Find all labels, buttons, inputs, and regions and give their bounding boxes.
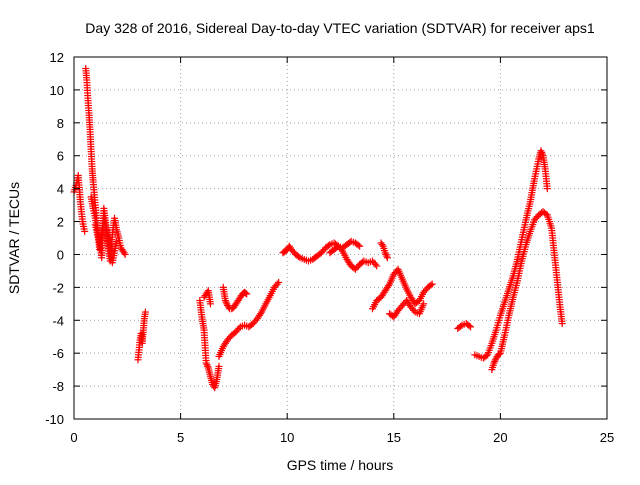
data-point — [324, 242, 332, 250]
x-tick-label: 5 — [177, 430, 184, 445]
data-point — [420, 300, 428, 308]
data-point — [257, 310, 265, 318]
y-tick-label: -2 — [52, 280, 64, 295]
x-axis-ticks: 0 5 10 15 20 25 — [70, 57, 614, 445]
x-axis-label: GPS time / hours — [287, 457, 394, 473]
data-point — [354, 241, 362, 249]
data-point — [427, 281, 435, 289]
data-point — [141, 308, 149, 316]
data-point — [371, 260, 379, 268]
y-tick-label: 6 — [57, 149, 64, 164]
data-point — [120, 249, 128, 257]
data-point — [222, 298, 230, 306]
y-tick-label: -6 — [52, 346, 64, 361]
data-point — [490, 359, 498, 367]
data-point — [381, 249, 389, 257]
data-point — [410, 306, 418, 314]
data-point — [113, 237, 121, 245]
data-point — [537, 147, 545, 155]
data-point — [457, 322, 465, 330]
data-point — [202, 359, 210, 367]
data-point — [491, 357, 499, 365]
data-point — [206, 300, 214, 308]
data-point — [242, 289, 250, 297]
data-point — [467, 323, 475, 331]
y-tick-label: 2 — [57, 215, 64, 230]
y-tick-label: -10 — [45, 412, 64, 427]
chart-title: Day 328 of 2016, Sidereal Day-to-day VTE… — [85, 20, 595, 36]
data-point — [203, 361, 211, 369]
y-tick-label: -4 — [52, 313, 64, 328]
data-point — [383, 254, 391, 262]
data-point — [378, 241, 386, 249]
y-axis-ticks: -10 -8 -6 -4 -2 0 2 4 6 8 10 12 — [45, 50, 607, 427]
y-tick-label: -8 — [52, 379, 64, 394]
data-point — [495, 350, 503, 358]
data-point — [538, 148, 546, 156]
x-tick-label: 15 — [387, 430, 401, 445]
y-tick-label: 12 — [50, 50, 64, 65]
x-tick-label: 0 — [70, 430, 77, 445]
data-point — [121, 250, 129, 258]
data-point — [295, 253, 303, 261]
x-tick-label: 20 — [493, 430, 507, 445]
y-axis-label: SDTVAR / TECUs — [6, 182, 22, 294]
data-point — [215, 362, 223, 370]
data-point — [356, 242, 364, 250]
data-point — [235, 325, 243, 332]
x-tick-label: 10 — [280, 430, 294, 445]
data-point — [383, 252, 391, 260]
x-tick-label: 25 — [600, 430, 614, 445]
y-tick-label: 8 — [57, 116, 64, 131]
data-point — [384, 282, 392, 290]
data-point — [382, 250, 390, 258]
y-tick-label: 4 — [57, 182, 64, 197]
data-point — [221, 297, 229, 305]
plot-frame — [73, 56, 608, 420]
data-point — [275, 278, 283, 286]
data-point — [243, 290, 251, 298]
data-point — [373, 262, 381, 270]
data-point — [558, 320, 566, 328]
data-point — [337, 246, 345, 254]
data-point — [273, 280, 281, 288]
data-point — [538, 150, 546, 158]
data-points — [70, 65, 566, 392]
data-point — [465, 322, 473, 330]
data-point — [428, 280, 436, 288]
data-point — [543, 185, 551, 193]
y-tick-label: 10 — [50, 83, 64, 98]
y-tick-label: 0 — [57, 247, 64, 262]
data-point — [81, 227, 89, 235]
data-point — [204, 362, 212, 370]
